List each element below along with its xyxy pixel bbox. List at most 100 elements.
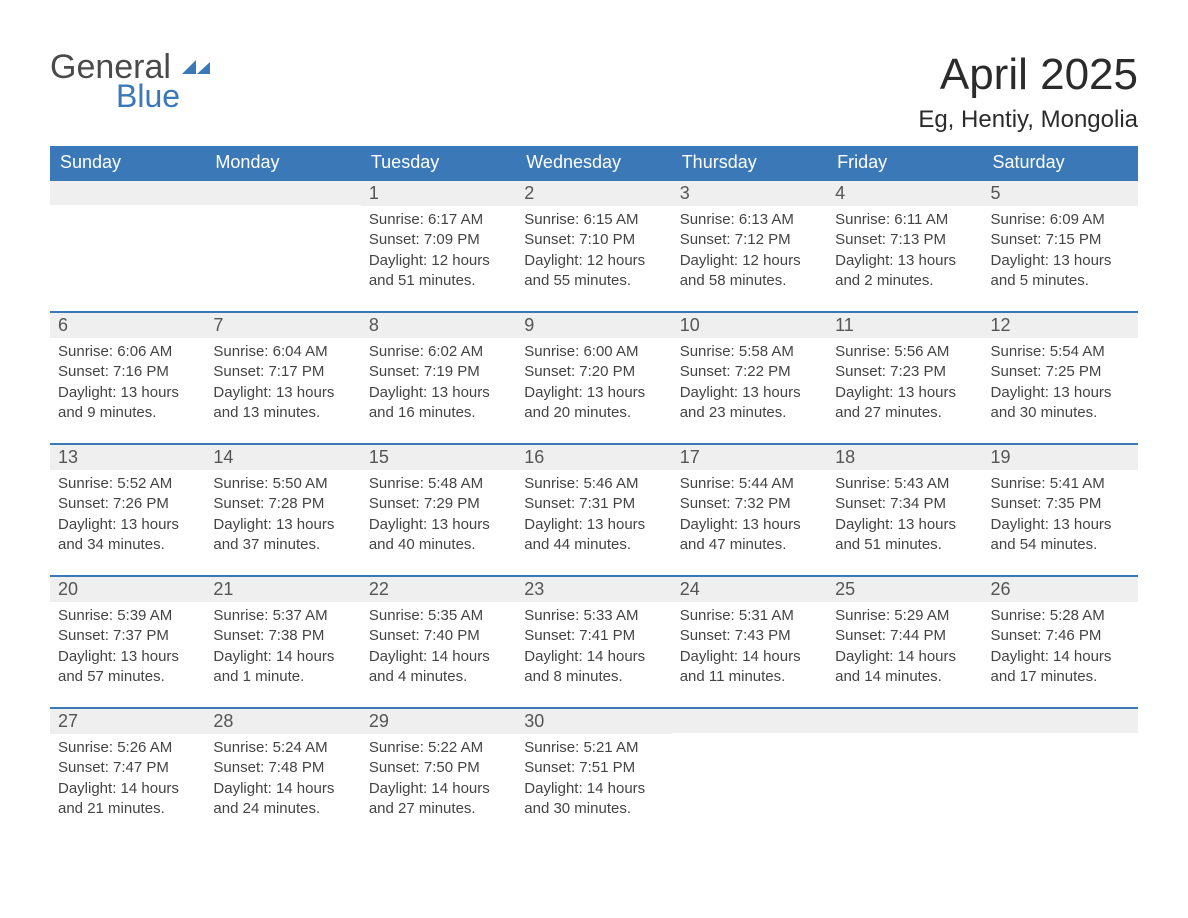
sunrise-line: Sunrise: 6:11 AM bbox=[835, 210, 974, 230]
day-number: 5 bbox=[983, 181, 1138, 206]
day-number: 25 bbox=[827, 577, 982, 602]
day-details: Sunrise: 6:09 AMSunset: 7:15 PMDaylight:… bbox=[983, 206, 1138, 303]
day-number: 30 bbox=[516, 709, 671, 734]
daylight-line: Daylight: 14 hours and 27 minutes. bbox=[369, 779, 508, 820]
day-number: 4 bbox=[827, 181, 982, 206]
day-number: 18 bbox=[827, 445, 982, 470]
calendar-week: 1Sunrise: 6:17 AMSunset: 7:09 PMDaylight… bbox=[50, 179, 1138, 307]
page-title: April 2025 bbox=[918, 50, 1138, 100]
day-details: Sunrise: 5:22 AMSunset: 7:50 PMDaylight:… bbox=[361, 734, 516, 831]
daylight-line: Daylight: 14 hours and 1 minute. bbox=[213, 647, 352, 688]
day-number: 21 bbox=[205, 577, 360, 602]
calendar-day: 19Sunrise: 5:41 AMSunset: 7:35 PMDayligh… bbox=[983, 443, 1138, 571]
day-number: 2 bbox=[516, 181, 671, 206]
sunset-line: Sunset: 7:20 PM bbox=[524, 362, 663, 382]
sunset-line: Sunset: 7:28 PM bbox=[213, 494, 352, 514]
day-details: Sunrise: 5:29 AMSunset: 7:44 PMDaylight:… bbox=[827, 602, 982, 699]
day-details: Sunrise: 5:33 AMSunset: 7:41 PMDaylight:… bbox=[516, 602, 671, 699]
daylight-line: Daylight: 13 hours and 37 minutes. bbox=[213, 515, 352, 556]
sunrise-line: Sunrise: 6:04 AM bbox=[213, 342, 352, 362]
sunrise-line: Sunrise: 5:50 AM bbox=[213, 474, 352, 494]
daylight-line: Daylight: 13 hours and 34 minutes. bbox=[58, 515, 197, 556]
calendar-day: 28Sunrise: 5:24 AMSunset: 7:48 PMDayligh… bbox=[205, 707, 360, 835]
calendar-week: 20Sunrise: 5:39 AMSunset: 7:37 PMDayligh… bbox=[50, 575, 1138, 703]
daylight-line: Daylight: 13 hours and 16 minutes. bbox=[369, 383, 508, 424]
day-number: 29 bbox=[361, 709, 516, 734]
calendar-day: 10Sunrise: 5:58 AMSunset: 7:22 PMDayligh… bbox=[672, 311, 827, 439]
day-number: 22 bbox=[361, 577, 516, 602]
daylight-line: Daylight: 13 hours and 47 minutes. bbox=[680, 515, 819, 556]
day-details: Sunrise: 5:46 AMSunset: 7:31 PMDaylight:… bbox=[516, 470, 671, 567]
day-details: Sunrise: 5:50 AMSunset: 7:28 PMDaylight:… bbox=[205, 470, 360, 567]
calendar-day-empty bbox=[827, 707, 982, 835]
sunrise-line: Sunrise: 6:09 AM bbox=[991, 210, 1130, 230]
sunrise-line: Sunrise: 5:31 AM bbox=[680, 606, 819, 626]
day-number: 28 bbox=[205, 709, 360, 734]
calendar-week: 6Sunrise: 6:06 AMSunset: 7:16 PMDaylight… bbox=[50, 311, 1138, 439]
header: General Blue April 2025 Eg, Hentiy, Mong… bbox=[50, 50, 1138, 134]
calendar-day: 20Sunrise: 5:39 AMSunset: 7:37 PMDayligh… bbox=[50, 575, 205, 703]
calendar-day: 2Sunrise: 6:15 AMSunset: 7:10 PMDaylight… bbox=[516, 179, 671, 307]
daylight-line: Daylight: 14 hours and 30 minutes. bbox=[524, 779, 663, 820]
daylight-line: Daylight: 14 hours and 4 minutes. bbox=[369, 647, 508, 688]
weekday-header: Friday bbox=[827, 146, 982, 179]
daylight-line: Daylight: 13 hours and 57 minutes. bbox=[58, 647, 197, 688]
daylight-line: Daylight: 14 hours and 17 minutes. bbox=[991, 647, 1130, 688]
calendar-day: 7Sunrise: 6:04 AMSunset: 7:17 PMDaylight… bbox=[205, 311, 360, 439]
calendar-day: 8Sunrise: 6:02 AMSunset: 7:19 PMDaylight… bbox=[361, 311, 516, 439]
sunset-line: Sunset: 7:44 PM bbox=[835, 626, 974, 646]
daylight-line: Daylight: 13 hours and 44 minutes. bbox=[524, 515, 663, 556]
calendar-day: 22Sunrise: 5:35 AMSunset: 7:40 PMDayligh… bbox=[361, 575, 516, 703]
calendar-day: 4Sunrise: 6:11 AMSunset: 7:13 PMDaylight… bbox=[827, 179, 982, 307]
calendar-day: 12Sunrise: 5:54 AMSunset: 7:25 PMDayligh… bbox=[983, 311, 1138, 439]
logo-word-blue: Blue bbox=[116, 80, 180, 112]
day-details: Sunrise: 5:41 AMSunset: 7:35 PMDaylight:… bbox=[983, 470, 1138, 567]
calendar-day-empty bbox=[672, 707, 827, 835]
day-number: 1 bbox=[361, 181, 516, 206]
calendar-day: 27Sunrise: 5:26 AMSunset: 7:47 PMDayligh… bbox=[50, 707, 205, 835]
day-number: 16 bbox=[516, 445, 671, 470]
sunrise-line: Sunrise: 5:43 AM bbox=[835, 474, 974, 494]
calendar-day: 13Sunrise: 5:52 AMSunset: 7:26 PMDayligh… bbox=[50, 443, 205, 571]
calendar-day: 6Sunrise: 6:06 AMSunset: 7:16 PMDaylight… bbox=[50, 311, 205, 439]
daylight-line: Daylight: 13 hours and 2 minutes. bbox=[835, 251, 974, 292]
day-details: Sunrise: 6:15 AMSunset: 7:10 PMDaylight:… bbox=[516, 206, 671, 303]
day-number: 10 bbox=[672, 313, 827, 338]
day-number: 12 bbox=[983, 313, 1138, 338]
daylight-line: Daylight: 13 hours and 54 minutes. bbox=[991, 515, 1130, 556]
day-details: Sunrise: 6:11 AMSunset: 7:13 PMDaylight:… bbox=[827, 206, 982, 303]
sunset-line: Sunset: 7:13 PM bbox=[835, 230, 974, 250]
sunrise-line: Sunrise: 5:46 AM bbox=[524, 474, 663, 494]
day-details: Sunrise: 5:21 AMSunset: 7:51 PMDaylight:… bbox=[516, 734, 671, 831]
logo: General Blue bbox=[50, 50, 210, 112]
weeks-container: 1Sunrise: 6:17 AMSunset: 7:09 PMDaylight… bbox=[50, 179, 1138, 835]
calendar-day: 17Sunrise: 5:44 AMSunset: 7:32 PMDayligh… bbox=[672, 443, 827, 571]
sunset-line: Sunset: 7:50 PM bbox=[369, 758, 508, 778]
day-number: 6 bbox=[50, 313, 205, 338]
sunset-line: Sunset: 7:46 PM bbox=[991, 626, 1130, 646]
sunset-line: Sunset: 7:51 PM bbox=[524, 758, 663, 778]
daylight-line: Daylight: 13 hours and 20 minutes. bbox=[524, 383, 663, 424]
sunset-line: Sunset: 7:29 PM bbox=[369, 494, 508, 514]
day-details: Sunrise: 6:00 AMSunset: 7:20 PMDaylight:… bbox=[516, 338, 671, 435]
sunset-line: Sunset: 7:34 PM bbox=[835, 494, 974, 514]
sunset-line: Sunset: 7:31 PM bbox=[524, 494, 663, 514]
daylight-line: Daylight: 14 hours and 11 minutes. bbox=[680, 647, 819, 688]
day-details: Sunrise: 5:48 AMSunset: 7:29 PMDaylight:… bbox=[361, 470, 516, 567]
daylight-line: Daylight: 13 hours and 30 minutes. bbox=[991, 383, 1130, 424]
day-number: 19 bbox=[983, 445, 1138, 470]
calendar-week: 27Sunrise: 5:26 AMSunset: 7:47 PMDayligh… bbox=[50, 707, 1138, 835]
sunrise-line: Sunrise: 5:26 AM bbox=[58, 738, 197, 758]
sunset-line: Sunset: 7:43 PM bbox=[680, 626, 819, 646]
weekday-header: Monday bbox=[205, 146, 360, 179]
sunrise-line: Sunrise: 5:37 AM bbox=[213, 606, 352, 626]
daylight-line: Daylight: 14 hours and 24 minutes. bbox=[213, 779, 352, 820]
title-block: April 2025 Eg, Hentiy, Mongolia bbox=[918, 50, 1138, 134]
daylight-line: Daylight: 13 hours and 23 minutes. bbox=[680, 383, 819, 424]
sunset-line: Sunset: 7:26 PM bbox=[58, 494, 197, 514]
calendar-day: 14Sunrise: 5:50 AMSunset: 7:28 PMDayligh… bbox=[205, 443, 360, 571]
sunset-line: Sunset: 7:09 PM bbox=[369, 230, 508, 250]
sunset-line: Sunset: 7:15 PM bbox=[991, 230, 1130, 250]
sunrise-line: Sunrise: 5:56 AM bbox=[835, 342, 974, 362]
sunset-line: Sunset: 7:37 PM bbox=[58, 626, 197, 646]
